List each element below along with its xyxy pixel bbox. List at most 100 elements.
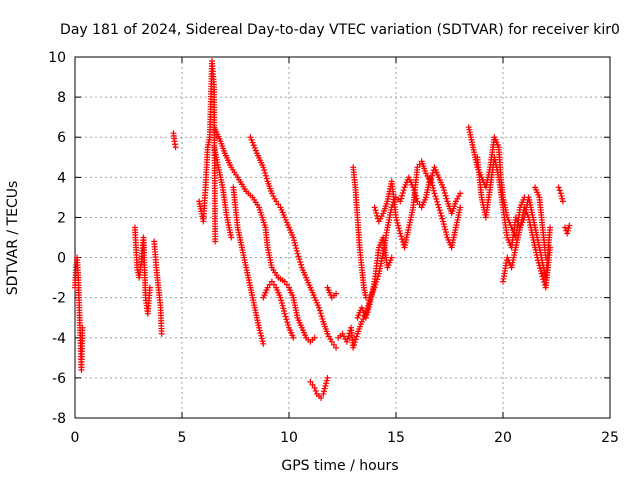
data-point <box>252 147 259 154</box>
data-point <box>562 224 569 231</box>
data-point <box>396 227 403 234</box>
data-point <box>290 234 297 241</box>
data-point <box>318 313 325 320</box>
data-point <box>365 306 372 313</box>
data-point <box>536 262 543 269</box>
data-point <box>312 387 319 394</box>
data-point <box>328 338 335 345</box>
data-point <box>280 305 287 312</box>
data-point <box>323 380 330 387</box>
y-tick-label: -2 <box>52 291 66 307</box>
data-point <box>318 394 325 401</box>
data-point <box>371 204 378 211</box>
data-point <box>290 237 297 244</box>
data-point <box>442 229 449 236</box>
data-point <box>297 258 304 265</box>
data-point <box>297 261 304 268</box>
x-tick-label: 10 <box>280 430 298 446</box>
data-point <box>542 254 549 261</box>
data-point <box>311 384 318 391</box>
data-point <box>373 210 380 217</box>
x-tick-label: 5 <box>178 430 187 446</box>
data-point <box>333 344 340 351</box>
x-axis: 0 5 10 15 20 25 <box>71 57 619 446</box>
data-points <box>72 58 573 401</box>
data-point <box>534 257 541 264</box>
data-point <box>146 284 153 291</box>
data-point <box>283 281 290 288</box>
data-point <box>416 161 423 168</box>
data-point <box>316 307 323 314</box>
data-point <box>414 164 421 171</box>
data-point <box>311 334 318 341</box>
data-point <box>249 139 256 146</box>
data-point <box>333 290 340 297</box>
data-point <box>434 201 441 208</box>
y-tick-label: 4 <box>57 170 66 186</box>
data-point <box>395 225 402 232</box>
data-point <box>372 207 379 214</box>
data-point <box>443 195 450 202</box>
data-point <box>363 314 370 321</box>
data-point <box>434 198 441 205</box>
y-axis-label: SDTVAR / TECUs <box>5 181 21 296</box>
data-point <box>345 333 352 340</box>
data-point <box>228 234 235 241</box>
data-point <box>323 377 330 384</box>
data-point <box>431 190 438 197</box>
data-point <box>271 281 278 288</box>
y-tick-label: 0 <box>57 251 66 267</box>
data-point <box>158 330 165 337</box>
data-point <box>433 195 440 202</box>
data-point <box>263 175 270 182</box>
data-point <box>250 142 257 149</box>
data-point <box>293 247 300 254</box>
data-point <box>388 254 395 261</box>
data-point <box>537 267 544 274</box>
data-point <box>399 238 406 245</box>
data-point <box>443 231 450 238</box>
data-point <box>557 190 564 197</box>
data-point <box>281 308 288 315</box>
data-point <box>429 169 436 176</box>
data-point <box>436 207 443 214</box>
data-point <box>284 319 291 326</box>
data-point <box>277 294 284 301</box>
data-point <box>273 198 280 205</box>
data-point <box>363 294 370 301</box>
data-point <box>555 184 562 191</box>
data-point <box>330 341 337 348</box>
data-point <box>427 178 434 185</box>
data-point <box>457 204 464 211</box>
data-point <box>439 215 446 222</box>
data-point <box>363 312 370 319</box>
data-point <box>397 230 404 237</box>
data-point <box>393 214 399 221</box>
data-point <box>352 336 359 343</box>
data-point <box>262 169 269 176</box>
data-point <box>399 189 406 196</box>
y-tick-label: -8 <box>52 411 66 427</box>
data-point <box>172 144 179 151</box>
plot-frame <box>74 56 611 419</box>
data-point <box>258 332 265 339</box>
data-point <box>350 344 357 351</box>
data-point <box>442 226 449 233</box>
data-point <box>315 304 322 311</box>
data-point <box>559 198 566 205</box>
data-point <box>535 259 542 266</box>
y-axis: -8 -6 -4 -2 0 2 4 6 8 10 <box>48 50 610 427</box>
data-point <box>440 184 447 191</box>
data-point <box>260 164 267 171</box>
data-point <box>281 310 288 317</box>
data-point <box>435 204 442 211</box>
data-point <box>322 382 329 389</box>
data-point <box>351 341 358 348</box>
data-point <box>430 187 437 194</box>
data-point <box>278 300 285 307</box>
data-point <box>259 338 266 345</box>
data-point <box>321 385 328 392</box>
data-point <box>440 221 447 228</box>
data-point <box>324 374 331 381</box>
x-tick-label: 0 <box>71 430 80 446</box>
